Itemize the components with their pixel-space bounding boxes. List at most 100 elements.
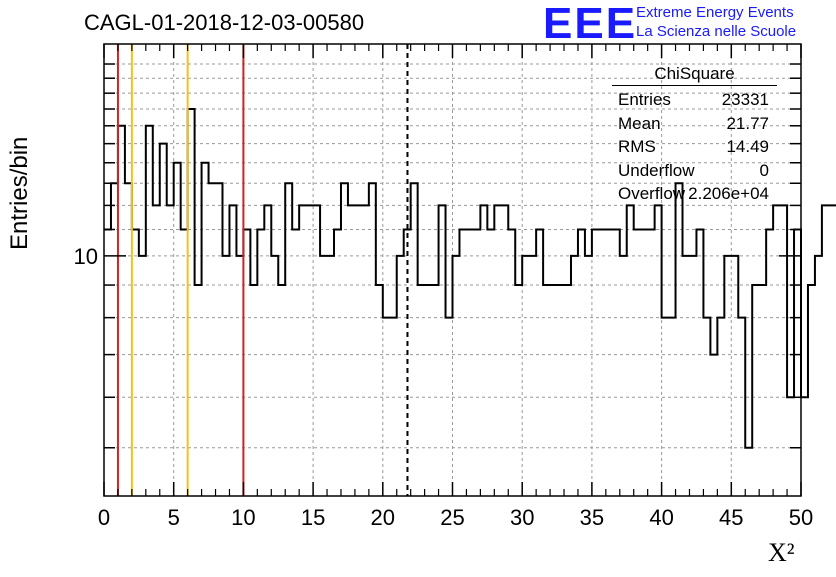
- histogram-bin: [522, 256, 529, 496]
- histogram-bin: [160, 144, 167, 496]
- histogram-bin: [181, 229, 188, 496]
- histogram-bin: [439, 205, 446, 496]
- histogram-bin: [167, 205, 174, 496]
- histogram-bin: [125, 183, 132, 496]
- histogram-bin: [606, 229, 613, 496]
- histogram-bin: [613, 229, 620, 496]
- histogram-bin: [683, 256, 690, 496]
- histogram-bin: [250, 285, 257, 496]
- histogram-bin: [724, 256, 731, 496]
- histogram-bin: [627, 205, 634, 496]
- stats-key: Underflow: [618, 159, 695, 183]
- histogram-bin: [634, 229, 641, 496]
- histogram-bin: [557, 285, 564, 496]
- x-tick-label: 25: [440, 505, 464, 530]
- stats-value: 14.49: [726, 135, 769, 159]
- histogram-bin: [216, 183, 223, 496]
- histogram-bin: [662, 318, 669, 496]
- histogram-bin: [780, 205, 787, 496]
- histogram-bin: [202, 163, 209, 496]
- histogram-bin: [222, 256, 229, 496]
- histogram-bin: [599, 229, 606, 496]
- histogram-bin: [229, 205, 236, 496]
- histogram-bin: [383, 318, 390, 496]
- histogram-bin: [592, 229, 599, 496]
- histogram-bin: [648, 229, 655, 496]
- histogram-bin: [487, 229, 494, 496]
- histogram-bin: [153, 205, 160, 496]
- chart-title: CAGL-01-2018-12-03-00580: [84, 10, 364, 36]
- stats-box: ChiSquare Entries 23331 Mean 21.77 RMS 1…: [612, 64, 777, 206]
- histogram-bin: [459, 229, 466, 496]
- histogram-bin: [432, 285, 439, 496]
- histogram-bin: [752, 285, 759, 496]
- histogram-bin: [641, 229, 648, 496]
- y-axis-label: Entries/bin: [6, 137, 34, 250]
- logo-caption: Extreme Energy Events La Scienza nelle S…: [636, 3, 796, 41]
- histogram-bin: [655, 205, 662, 496]
- histogram-bin: [146, 126, 153, 496]
- histogram-bin: [425, 285, 432, 496]
- histogram-bin: [446, 318, 453, 496]
- stats-value: 21.77: [726, 112, 769, 136]
- histogram-bin: [501, 205, 508, 496]
- histogram-bin: [801, 397, 808, 496]
- x-tick-label: 40: [649, 505, 673, 530]
- stats-value: 2.206e+04: [688, 182, 769, 206]
- x-tick-label: 10: [231, 505, 255, 530]
- histogram-bin: [209, 183, 216, 496]
- histogram-bin: [139, 256, 146, 496]
- histogram-bin: [669, 318, 676, 496]
- histogram-bin: [264, 205, 271, 496]
- histogram-bin: [508, 229, 515, 496]
- histogram-bin: [306, 205, 313, 496]
- histogram-bin: [738, 318, 745, 496]
- histogram-bin: [536, 229, 543, 496]
- y-tick-label: 10: [74, 244, 98, 269]
- histogram-bin: [731, 256, 738, 496]
- histogram-bin: [710, 355, 717, 496]
- histogram-bin: [676, 183, 683, 496]
- histogram-bin: [480, 205, 487, 496]
- histogram-bin: [334, 229, 341, 496]
- x-tick-label: 30: [510, 505, 534, 530]
- x-tick-label: 0: [98, 505, 110, 530]
- histogram-bin: [418, 285, 425, 496]
- histogram-bin: [571, 256, 578, 496]
- histogram-bin: [689, 256, 696, 496]
- x-tick-label: 35: [580, 505, 604, 530]
- histogram-bin: [766, 229, 773, 496]
- stats-key: Mean: [618, 112, 661, 136]
- histogram-bin: [815, 256, 822, 496]
- histogram-bin: [362, 205, 369, 496]
- histogram-bin: [118, 126, 125, 496]
- stats-key: RMS: [618, 135, 656, 159]
- histogram-bin: [104, 229, 111, 496]
- histogram-bin: [243, 229, 250, 496]
- x-tick-label: 5: [168, 505, 180, 530]
- histogram-bin: [341, 183, 348, 496]
- x-tick-label: 45: [719, 505, 743, 530]
- histogram-bin: [466, 229, 473, 496]
- histogram-bin: [313, 205, 320, 496]
- stats-row: RMS 14.49: [612, 135, 777, 159]
- histogram-bin: [236, 256, 243, 496]
- histogram-bin: [174, 163, 181, 496]
- histogram-bin: [808, 285, 815, 496]
- histogram-bin: [515, 285, 522, 496]
- eee-logo: EEE: [543, 2, 637, 46]
- histogram-bin: [397, 256, 404, 496]
- histogram-bin: [620, 256, 627, 496]
- x-tick-label: 20: [371, 505, 395, 530]
- histogram-bin: [529, 256, 536, 496]
- histogram-bin: [703, 318, 710, 496]
- stats-row: Overflow 2.206e+04: [612, 182, 777, 206]
- histogram-bin: [376, 285, 383, 496]
- histogram-bin: [285, 183, 292, 496]
- logo-line-1: Extreme Energy Events: [636, 3, 796, 22]
- histogram-bin: [829, 205, 836, 496]
- histogram-bin: [355, 205, 362, 496]
- histogram-bin: [717, 318, 724, 496]
- histogram-bin: [390, 318, 397, 496]
- histogram-bin: [578, 229, 585, 496]
